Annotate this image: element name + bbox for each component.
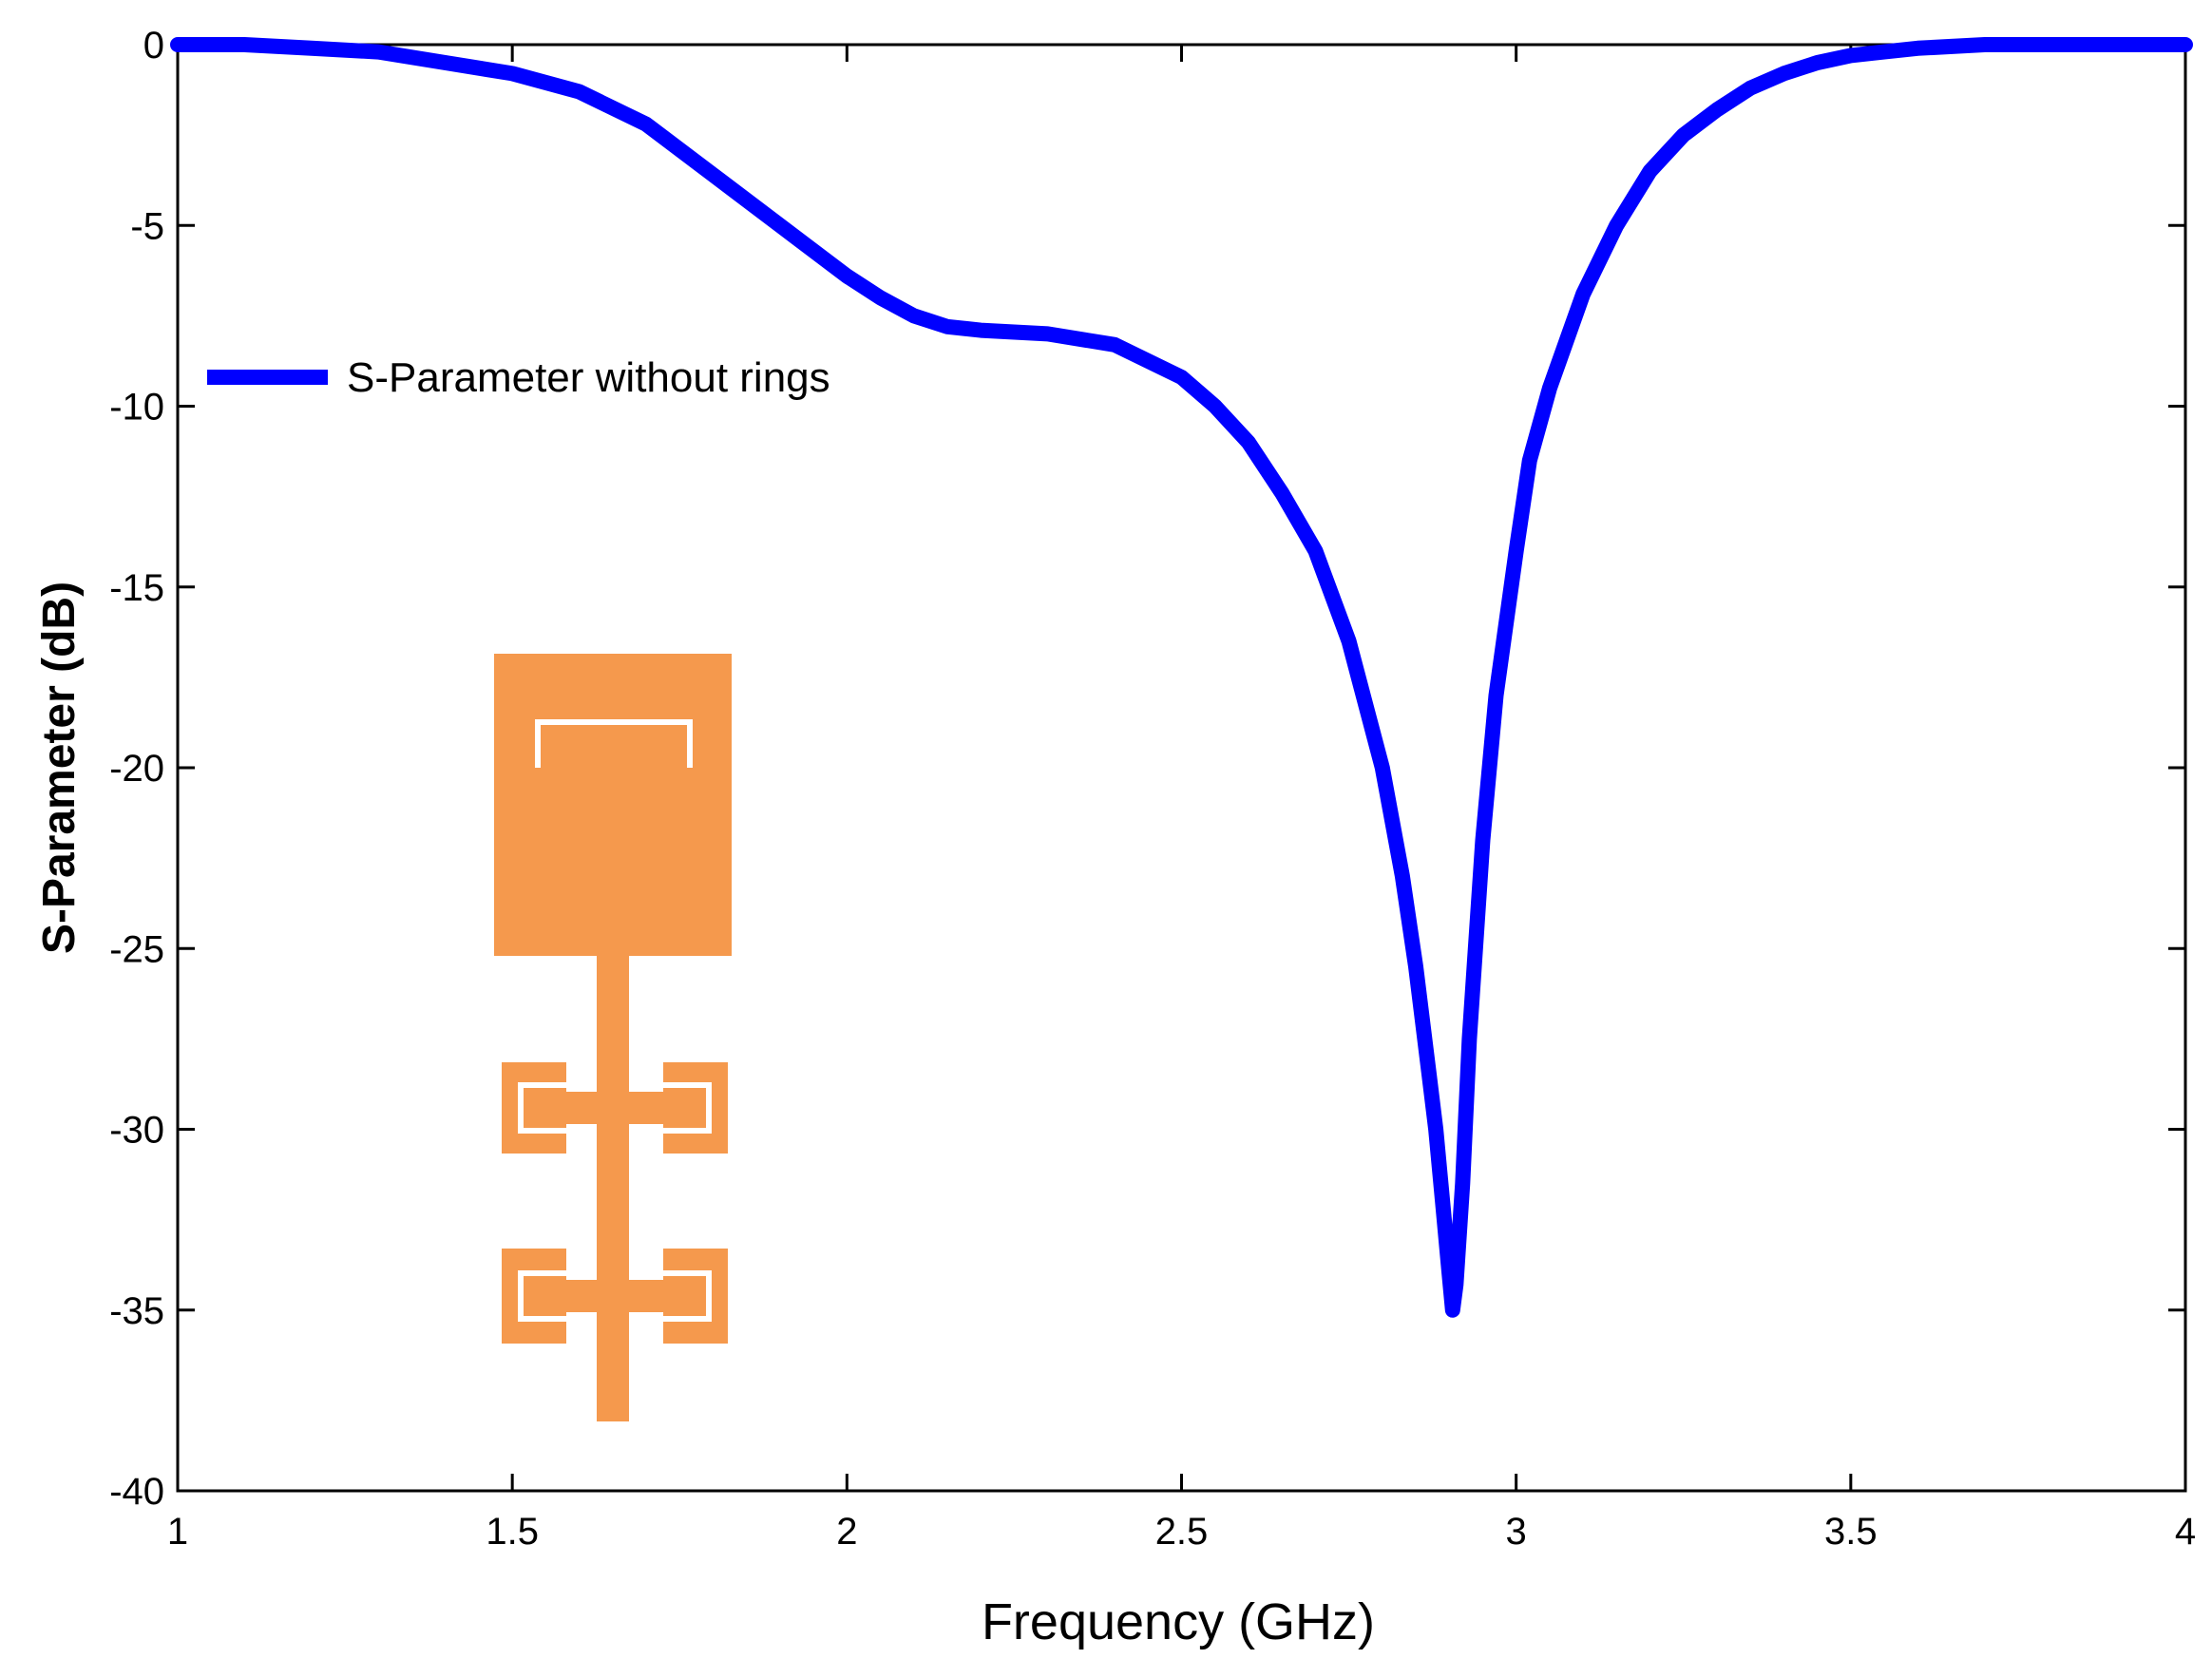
patch-slot [535, 719, 693, 768]
legend-label: S-Parameter without rings [347, 354, 830, 401]
feed-line [597, 956, 629, 1421]
y-tick-label: -40 [109, 1471, 164, 1513]
y-tick-label: -30 [109, 1110, 164, 1152]
y-tick-label: -25 [109, 928, 164, 970]
resonator-slit-right [663, 1270, 712, 1322]
plot-area-frame [176, 43, 2187, 1493]
x-axis-ticks: 1 1.5 2 2.5 3 3.5 4 [167, 45, 2196, 1553]
x-tick-label: 2 [836, 1511, 857, 1553]
antenna-structure-illustration [494, 654, 732, 1421]
x-tick-label: 3 [1506, 1511, 1527, 1553]
x-tick-label: 2.5 [1155, 1511, 1209, 1553]
y-tick-label: 0 [143, 25, 164, 67]
resonator-crossbar [513, 1092, 716, 1124]
x-tick-label: 3.5 [1824, 1511, 1878, 1553]
resonator-crossbar [513, 1280, 716, 1312]
y-tick-label: -10 [109, 387, 164, 429]
resonator-slit-right [663, 1082, 712, 1134]
y-tick-label: -15 [109, 567, 164, 609]
legend: S-Parameter without rings [207, 354, 830, 401]
y-axis-title: S-Parameter (dB) [34, 582, 85, 954]
x-tick-label: 1 [167, 1511, 188, 1553]
y-tick-label: -5 [130, 205, 164, 247]
y-axis-ticks: 0 -5 -10 -15 -20 -25 -30 -35 -40 [109, 25, 2185, 1513]
x-tick-label: 4 [2175, 1511, 2196, 1553]
antenna-patch [494, 654, 732, 956]
x-axis-title: Frequency (GHz) [982, 1593, 1375, 1650]
y-tick-label: -20 [109, 748, 164, 790]
y-tick-label: -35 [109, 1290, 164, 1332]
resonator-slit-left [518, 1270, 566, 1322]
resonator-slit-left [518, 1082, 566, 1134]
series-line-s-parameter-without-rings [170, 37, 2193, 1318]
x-tick-label: 1.5 [486, 1511, 539, 1553]
